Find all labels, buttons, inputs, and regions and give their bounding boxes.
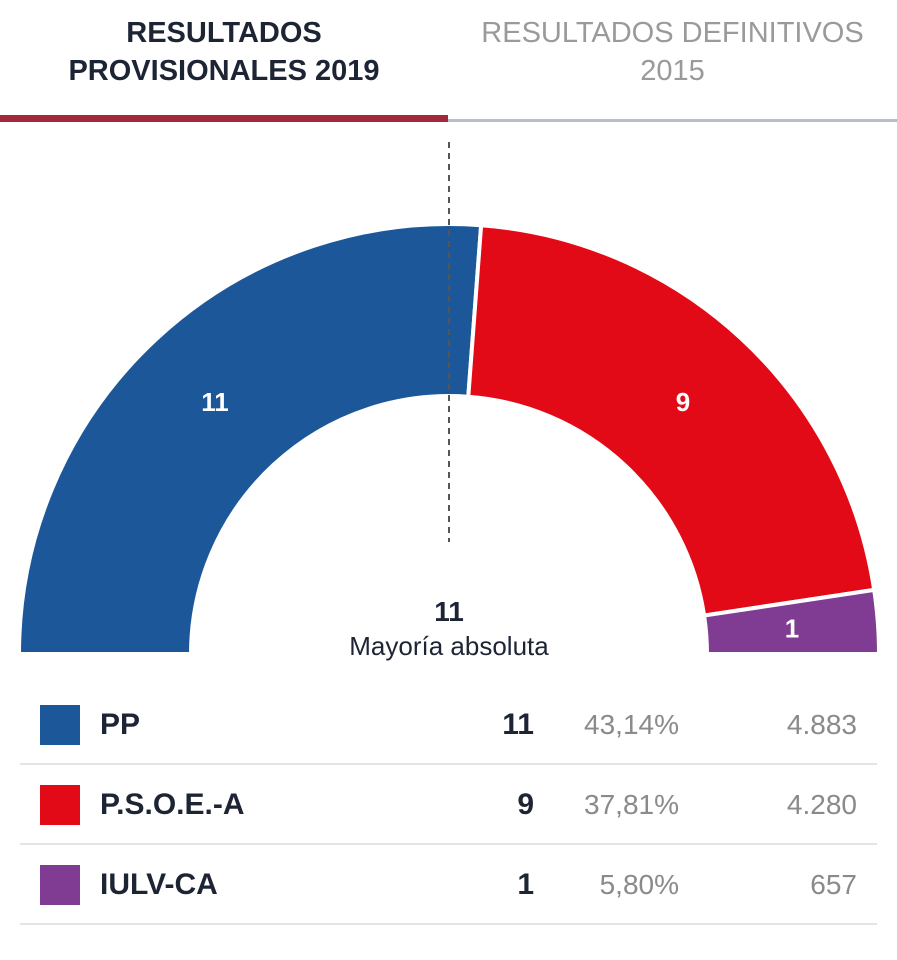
tab-provisional-2019[interactable]: RESULTADOS PROVISIONALES 2019 <box>0 0 448 122</box>
party-percent: 37,81% <box>584 789 679 820</box>
party-seats: 11 <box>502 708 534 741</box>
results-table: PP 11 43,14% 4.883 P.S.O.E.-A 9 37,81% 4… <box>20 685 877 925</box>
party-votes: 657 <box>810 869 857 900</box>
table-row: IULV-CA 1 5,80% 657 <box>20 845 877 925</box>
active-tab-indicator <box>0 115 448 122</box>
tab-definitive-line2: 2015 <box>640 55 705 87</box>
party-seats: 1 <box>517 868 534 901</box>
inactive-tab-indicator <box>448 119 897 122</box>
table-row: P.S.O.E.-A 9 37,81% 4.280 <box>20 765 877 845</box>
party-name: IULV-CA <box>100 868 218 901</box>
majority-seats-value: 11 <box>434 596 464 627</box>
tab-definitive-2015[interactable]: RESULTADOS DEFINITIVOS 2015 <box>448 0 897 122</box>
tab-definitive-line1: RESULTADOS DEFINITIVOS <box>481 17 864 49</box>
seat-arc-label: 1 <box>785 613 799 643</box>
seat-arc-iulv-ca <box>701 587 882 656</box>
party-color-swatch <box>40 705 80 745</box>
party-seats: 9 <box>517 788 534 821</box>
party-votes: 4.883 <box>786 709 857 740</box>
results-tabs: RESULTADOS PROVISIONALES 2019 RESULTADOS… <box>0 0 897 122</box>
seats-hemicycle-chart: 11 9 1 11 Mayoría absoluta <box>0 130 897 670</box>
tab-provisional-line2: PROVISIONALES 2019 <box>68 55 380 87</box>
seat-arc-pp <box>16 222 484 656</box>
table-row: PP 11 43,14% 4.883 <box>20 685 877 765</box>
majority-label: Mayoría absoluta <box>349 631 549 661</box>
tab-provisional-line1: RESULTADOS <box>126 17 322 49</box>
seat-arc-p-s-o-e-a <box>466 223 877 618</box>
hemicycle-svg: 11 9 1 11 Mayoría absoluta <box>16 142 882 661</box>
party-name: PP <box>100 708 141 741</box>
seat-arc-label: 11 <box>201 387 229 417</box>
party-name: P.S.O.E.-A <box>100 788 245 821</box>
seat-arc-label: 9 <box>676 387 690 417</box>
party-percent: 5,80% <box>599 869 679 900</box>
party-percent: 43,14% <box>584 709 679 740</box>
party-color-swatch <box>40 865 80 905</box>
party-color-swatch <box>40 785 80 825</box>
party-votes: 4.280 <box>786 789 857 820</box>
